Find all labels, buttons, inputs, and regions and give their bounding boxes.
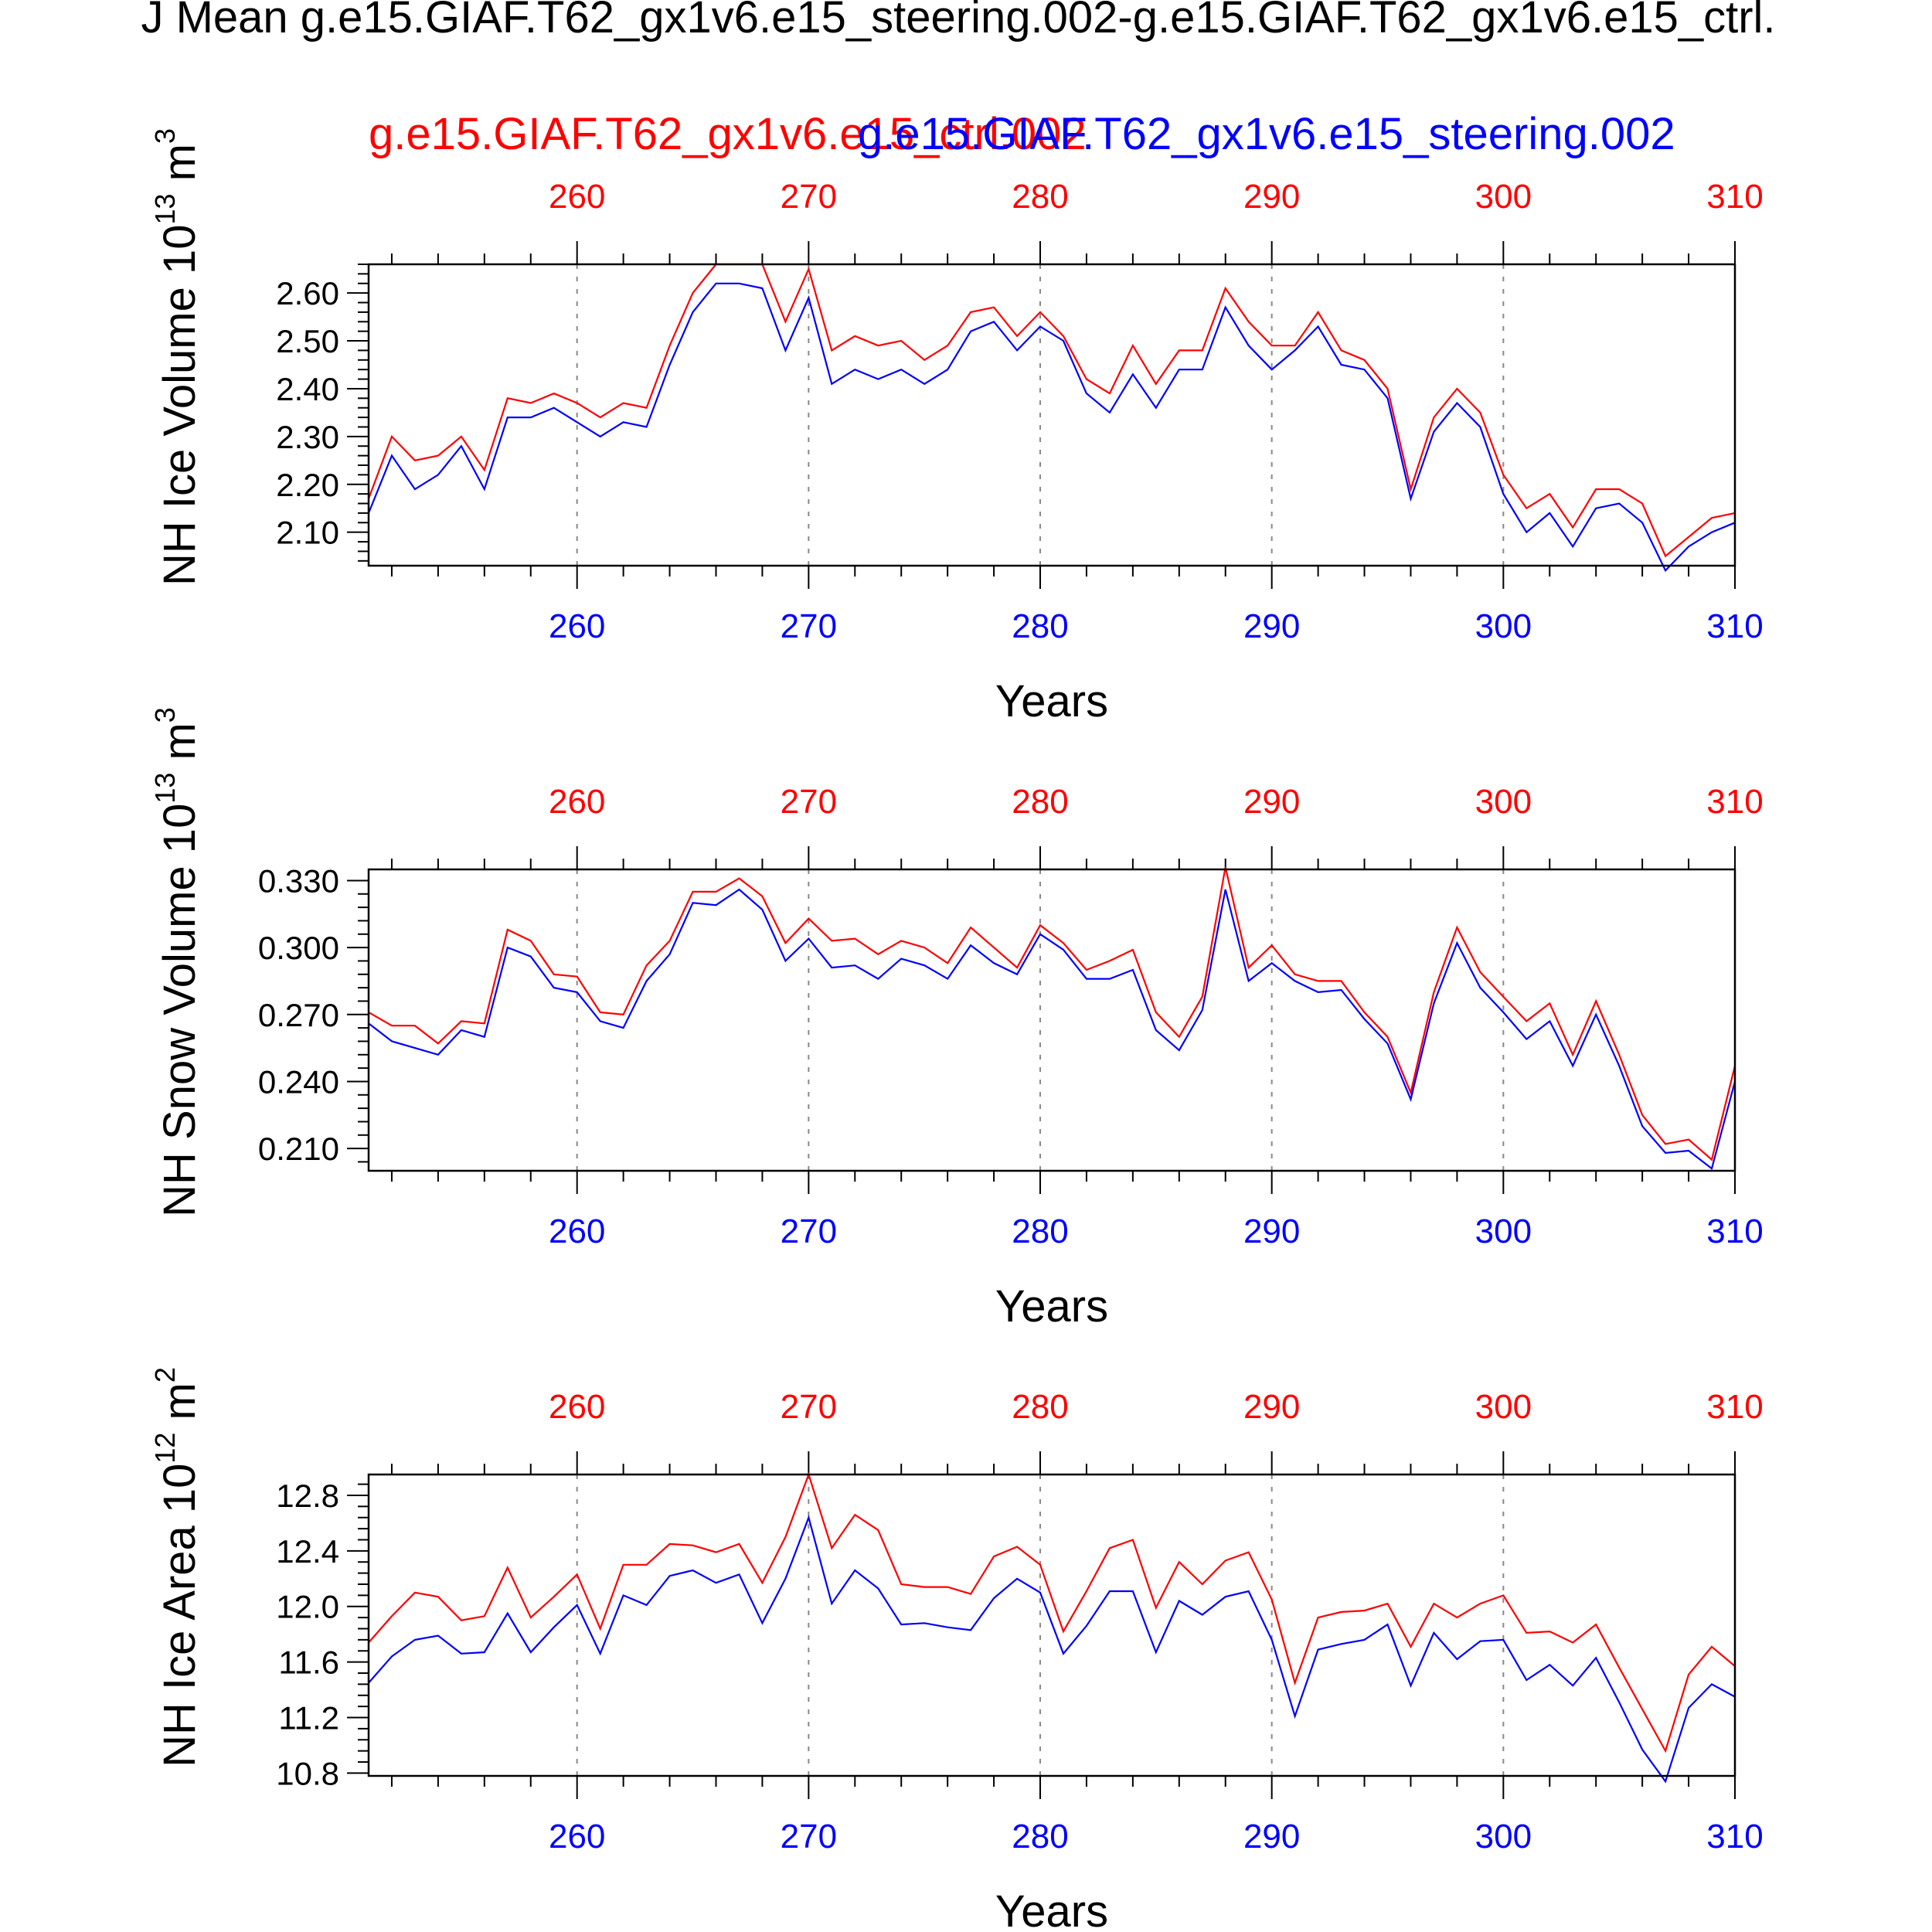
y-tick-label: 11.2 — [278, 1700, 339, 1736]
x-tick-label-top: 290 — [1243, 1388, 1300, 1426]
x-tick-label-bottom: 270 — [781, 1818, 837, 1855]
y-axis-label-main: NH Snow Volume 10 — [155, 804, 205, 1217]
chart-panel-3: 260 260 270 270 280 280 290 290 300 300 310 310 10.8… — [149, 1367, 1764, 1932]
y-tick-label: 12.4 — [276, 1533, 339, 1570]
x-tick-label-bottom: 280 — [1012, 1213, 1068, 1250]
series-line-steering — [368, 1515, 1736, 1784]
x-tick-label-bottom: 280 — [1012, 1818, 1068, 1855]
y-axis-label-unit-exponent: 2 — [149, 1367, 181, 1383]
x-tick-label-bottom: 260 — [549, 1818, 605, 1855]
y-axis-label-exponent: 13 — [149, 193, 181, 224]
y-tick-label: 10.8 — [276, 1755, 339, 1791]
y-axis-label-unit-exponent: 3 — [149, 707, 181, 723]
x-tick-label-bottom: 300 — [1475, 1213, 1532, 1250]
y-tick-label: 0.270 — [258, 997, 339, 1033]
y-tick-label: 11.6 — [278, 1645, 339, 1681]
y-tick-label: 2.40 — [276, 371, 339, 407]
x-tick-label-top: 300 — [1475, 783, 1532, 821]
x-tick-label-bottom: 270 — [781, 607, 837, 645]
x-tick-label-top: 310 — [1706, 1388, 1763, 1426]
series-line-ctrl — [367, 263, 1736, 558]
y-axis-label-main: NH Ice Volume 10 — [155, 225, 205, 586]
y-tick-label: 2.50 — [276, 323, 339, 359]
y-axis-label-unit: m — [155, 144, 205, 193]
legend-steering-label: g.e15.GIAF.T62_gx1v6.e15_steering.002 — [858, 109, 1675, 159]
x-tick-label-top: 260 — [549, 1388, 605, 1426]
x-tick-label-bottom: 280 — [1012, 607, 1068, 645]
x-tick-label-bottom: 310 — [1706, 1213, 1763, 1250]
y-tick-label: 2.30 — [276, 419, 339, 455]
x-tick-label-top: 270 — [781, 178, 837, 216]
y-tick-label: 0.210 — [258, 1131, 339, 1167]
x-tick-label-top: 310 — [1706, 178, 1763, 216]
x-tick-label-bottom: 290 — [1243, 1818, 1300, 1855]
y-axis-label-main: NH Ice Area 10 — [155, 1464, 205, 1767]
y-tick-label: 2.60 — [276, 275, 339, 311]
x-tick-label-bottom: 310 — [1706, 1818, 1763, 1855]
y-axis-label-unit: m — [155, 1383, 205, 1432]
series-line-ctrl — [368, 1471, 1736, 1753]
y-tick-label: 2.20 — [276, 467, 339, 503]
x-tick-label-top: 310 — [1706, 783, 1763, 821]
x-tick-label-bottom: 260 — [549, 607, 605, 645]
x-tick-label-bottom: 300 — [1475, 607, 1532, 645]
x-tick-label-top: 260 — [549, 178, 605, 216]
series-line-steering — [368, 888, 1736, 1170]
x-tick-label-bottom: 290 — [1243, 607, 1300, 645]
x-axis-label: Years — [995, 1281, 1108, 1332]
y-axis-label-unit-exponent: 3 — [149, 128, 181, 144]
y-tick-label: 0.300 — [258, 930, 339, 966]
chart-panel-1: 260 260 270 270 280 280 290 290 300 300 310 310 2.10… — [149, 128, 1764, 726]
x-tick-label-top: 280 — [1012, 178, 1068, 216]
y-tick-label: 0.330 — [258, 862, 339, 899]
legend-ctrl-label: g.e15.GIAF.T62_gx1v6.e15_ctrl.002 — [369, 109, 1087, 159]
y-axis-label-unit: m — [155, 723, 205, 772]
y-tick-label: 2.10 — [276, 515, 339, 551]
plot-frame — [367, 263, 1736, 567]
y-tick-label: 12.8 — [276, 1478, 339, 1514]
series-line-ctrl — [368, 866, 1736, 1162]
y-axis-label: NH Snow Volume 1013 m3 — [149, 707, 205, 1217]
plot-frame — [367, 868, 1736, 1172]
y-axis-label-exponent: 13 — [149, 773, 181, 804]
chart-panel-2: 260 260 270 270 280 280 290 290 300 300 310 310 0.21… — [149, 707, 1764, 1332]
x-tick-label-top: 280 — [1012, 783, 1068, 821]
x-tick-label-bottom: 270 — [781, 1213, 837, 1250]
x-tick-label-top: 270 — [781, 783, 837, 821]
y-tick-label: 12.0 — [276, 1589, 339, 1625]
y-axis-label: NH Ice Volume 1013 m3 — [149, 128, 205, 586]
x-tick-label-bottom: 300 — [1475, 1818, 1532, 1855]
x-tick-label-top: 300 — [1475, 1388, 1532, 1426]
x-axis-label: Years — [995, 1886, 1108, 1932]
y-axis-label-exponent: 12 — [149, 1433, 181, 1464]
page-title: J Mean g.e15.GIAF.T62_gx1v6.e15_steering… — [141, 0, 1775, 43]
x-tick-label-top: 290 — [1243, 783, 1300, 821]
x-tick-label-bottom: 310 — [1706, 607, 1763, 645]
x-tick-label-top: 290 — [1243, 178, 1300, 216]
x-tick-label-bottom: 290 — [1243, 1213, 1300, 1250]
x-tick-label-bottom: 260 — [549, 1213, 605, 1250]
series-line-steering — [367, 282, 1736, 573]
x-axis-label: Years — [995, 676, 1108, 726]
y-tick-label: 0.240 — [258, 1063, 339, 1100]
x-tick-label-top: 280 — [1012, 1388, 1068, 1426]
plot-frame — [367, 1473, 1736, 1777]
x-tick-label-top: 300 — [1475, 178, 1532, 216]
x-tick-label-top: 260 — [549, 783, 605, 821]
y-axis-label: NH Ice Area 1012 m2 — [149, 1367, 205, 1767]
x-tick-label-top: 270 — [781, 1388, 837, 1426]
